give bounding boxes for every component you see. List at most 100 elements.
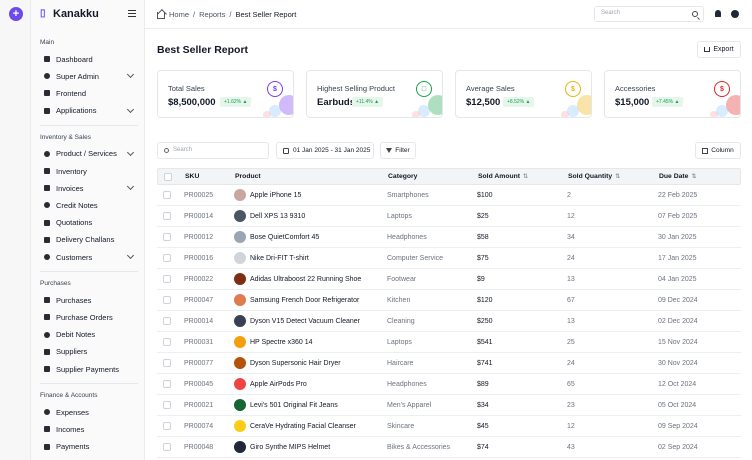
sidebar-item[interactable]: Expenses: [40, 405, 136, 419]
sidebar-item[interactable]: Debit Notes: [40, 328, 136, 342]
global-search-input[interactable]: Search: [594, 6, 704, 22]
sidebar-item[interactable]: Supplier Payments: [40, 362, 136, 376]
chevron-down-icon[interactable]: [126, 148, 135, 156]
cell-product[interactable]: Levi's 501 Original Fit Jeans: [250, 402, 338, 409]
sort-icon[interactable]: ⇅: [523, 174, 529, 180]
row-checkbox[interactable]: [163, 275, 171, 283]
table-row[interactable]: PR00022 Adidas Ultraboost 22 Running Shoe…: [157, 269, 741, 290]
select-all-checkbox[interactable]: [164, 173, 172, 181]
table-row[interactable]: PR00014 Dyson V15 Detect Vacuum Cleaner Cl…: [157, 311, 741, 332]
row-checkbox[interactable]: [163, 254, 171, 262]
table-row[interactable]: PR00012 Bose QuietComfort 45 Headphones $58…: [157, 227, 741, 248]
row-checkbox[interactable]: [163, 338, 171, 346]
box-icon: [43, 150, 51, 158]
cell-product[interactable]: Adidas Ultraboost 22 Running Shoe: [250, 276, 362, 283]
cell-product[interactable]: Dyson V15 Detect Vacuum Cleaner: [250, 318, 360, 325]
cell-product[interactable]: Apple AirPods Pro: [250, 381, 307, 388]
cell-product[interactable]: HP Spectre x360 14: [250, 339, 313, 346]
cell-product[interactable]: Nike Dri-FIT T-shirt: [250, 255, 309, 262]
row-checkbox[interactable]: [163, 191, 171, 199]
sidebar-item[interactable]: Credit Notes: [40, 198, 136, 212]
table-row[interactable]: PR00025 Apple iPhone 15 Smartphones $100 2 22…: [157, 185, 741, 206]
cell-sold-amount: $89: [477, 381, 489, 388]
cell-product[interactable]: Samsung French Door Refrigerator: [250, 297, 360, 304]
sidebar-item[interactable]: Delivery Challans: [40, 233, 136, 247]
cell-product[interactable]: Dell XPS 13 9310: [250, 213, 306, 220]
brand-logo[interactable]: ▯ Kanakku: [40, 8, 99, 20]
filter-button[interactable]: Filter: [380, 142, 416, 159]
table-row[interactable]: PR00074 CeraVe Hydrating Facial Cleanser S…: [157, 416, 741, 437]
sidebar-item[interactable]: Inventory: [40, 164, 136, 178]
sidebar-item[interactable]: Incomes: [40, 422, 136, 436]
table-row[interactable]: PR00016 Nike Dri-FIT T-shirt Computer Serv…: [157, 248, 741, 269]
decor-blob: [577, 95, 591, 115]
cell-product[interactable]: Apple iPhone 15: [250, 192, 302, 199]
row-checkbox[interactable]: [163, 296, 171, 304]
sidebar-item[interactable]: Frontend: [40, 86, 136, 100]
row-checkbox[interactable]: [163, 359, 171, 367]
sidebar-item[interactable]: Quotations: [40, 216, 136, 230]
table-row[interactable]: PR00021 Levi's 501 Original Fit Jeans Men'…: [157, 395, 741, 416]
chevron-down-icon[interactable]: [126, 251, 135, 260]
cell-sold-quantity: 65: [567, 381, 575, 388]
search-icon[interactable]: [692, 11, 698, 17]
table-row[interactable]: PR00048 Giro Synthe MIPS Helmet Bikes & Ac…: [157, 437, 741, 458]
sidebar-item[interactable]: Purchase Orders: [40, 310, 136, 324]
row-checkbox[interactable]: [163, 380, 171, 388]
sidebar-item[interactable]: Dashboard: [40, 52, 136, 66]
stat-card-value: $15,000: [615, 97, 650, 108]
sidebar-item[interactable]: Payments: [40, 440, 136, 454]
cell-category: Headphones: [387, 234, 427, 241]
table-row[interactable]: PR00077 Dyson Supersonic Hair Dryer Hairca…: [157, 353, 741, 374]
sidebar-item[interactable]: Invoices: [40, 181, 136, 195]
sort-icon[interactable]: ⇅: [615, 174, 621, 180]
sidebar-item-label: Suppliers: [56, 347, 88, 357]
column-button[interactable]: Column: [695, 142, 741, 159]
table-row[interactable]: PR00045 Apple AirPods Pro Headphones $89 65 1…: [157, 374, 741, 395]
row-checkbox[interactable]: [163, 422, 171, 430]
add-icon[interactable]: +: [9, 7, 23, 21]
row-checkbox[interactable]: [163, 401, 171, 409]
sidebar-item-label: Expenses: [56, 407, 89, 417]
chevron-down-icon[interactable]: [126, 183, 135, 191]
chevron-down-icon[interactable]: [126, 71, 135, 79]
date-range-picker[interactable]: 01 Jan 2025 - 31 Jan 2025: [276, 142, 374, 159]
table-search-input[interactable]: Search: [157, 142, 269, 159]
menu-toggle-icon[interactable]: [128, 10, 136, 17]
header-sold-amount[interactable]: Sold Amount ⇅: [478, 173, 528, 180]
cell-product[interactable]: Giro Synthe MIPS Helmet: [250, 444, 331, 451]
home-icon[interactable]: [157, 12, 165, 19]
row-checkbox[interactable]: [163, 317, 171, 325]
cell-product[interactable]: CeraVe Hydrating Facial Cleanser: [250, 423, 356, 430]
cell-sold-amount: $541: [477, 339, 493, 346]
row-checkbox[interactable]: [163, 443, 171, 451]
sidebar-item[interactable]: Applications: [40, 104, 136, 118]
cell-sold-amount: $34: [477, 402, 489, 409]
sidebar-item[interactable]: Super Admin: [40, 69, 136, 83]
row-checkbox[interactable]: [163, 233, 171, 241]
breadcrumb-reports[interactable]: Reports: [199, 10, 226, 19]
header-sold-quantity[interactable]: Sold Quantity ⇅: [568, 173, 620, 180]
table-row[interactable]: PR00031 HP Spectre x360 14 Laptops $541 25 15…: [157, 332, 741, 353]
cell-category: Haircare: [387, 360, 414, 367]
breadcrumb-separator: /: [193, 10, 196, 19]
sidebar-item[interactable]: Purchases: [40, 293, 136, 307]
header-due-date[interactable]: Due Date ⇅: [659, 173, 697, 180]
table-row[interactable]: PR00014 Dell XPS 13 9310 Laptops $25 12 07 Fe…: [157, 206, 741, 227]
sort-icon[interactable]: ⇅: [691, 174, 697, 180]
cell-product[interactable]: Dyson Supersonic Hair Dryer: [250, 360, 341, 367]
breadcrumb-home[interactable]: Home: [169, 10, 190, 19]
sidebar-item[interactable]: Product / Services: [40, 147, 136, 161]
decor-blob: [279, 95, 293, 115]
sidebar-item[interactable]: Suppliers: [40, 345, 136, 359]
table-row[interactable]: PR00047 Samsung French Door Refrigerator K…: [157, 290, 741, 311]
cell-sku: PR00016: [184, 255, 214, 262]
cell-product[interactable]: Bose QuietComfort 45: [250, 234, 320, 241]
export-button[interactable]: Export: [697, 41, 741, 58]
row-checkbox[interactable]: [163, 212, 171, 220]
sidebar-item[interactable]: Customers: [40, 250, 136, 264]
bell-icon[interactable]: [715, 10, 721, 17]
cell-sold-quantity: 24: [567, 255, 575, 262]
chevron-down-icon[interactable]: [126, 105, 135, 113]
settings-icon[interactable]: [731, 10, 739, 18]
